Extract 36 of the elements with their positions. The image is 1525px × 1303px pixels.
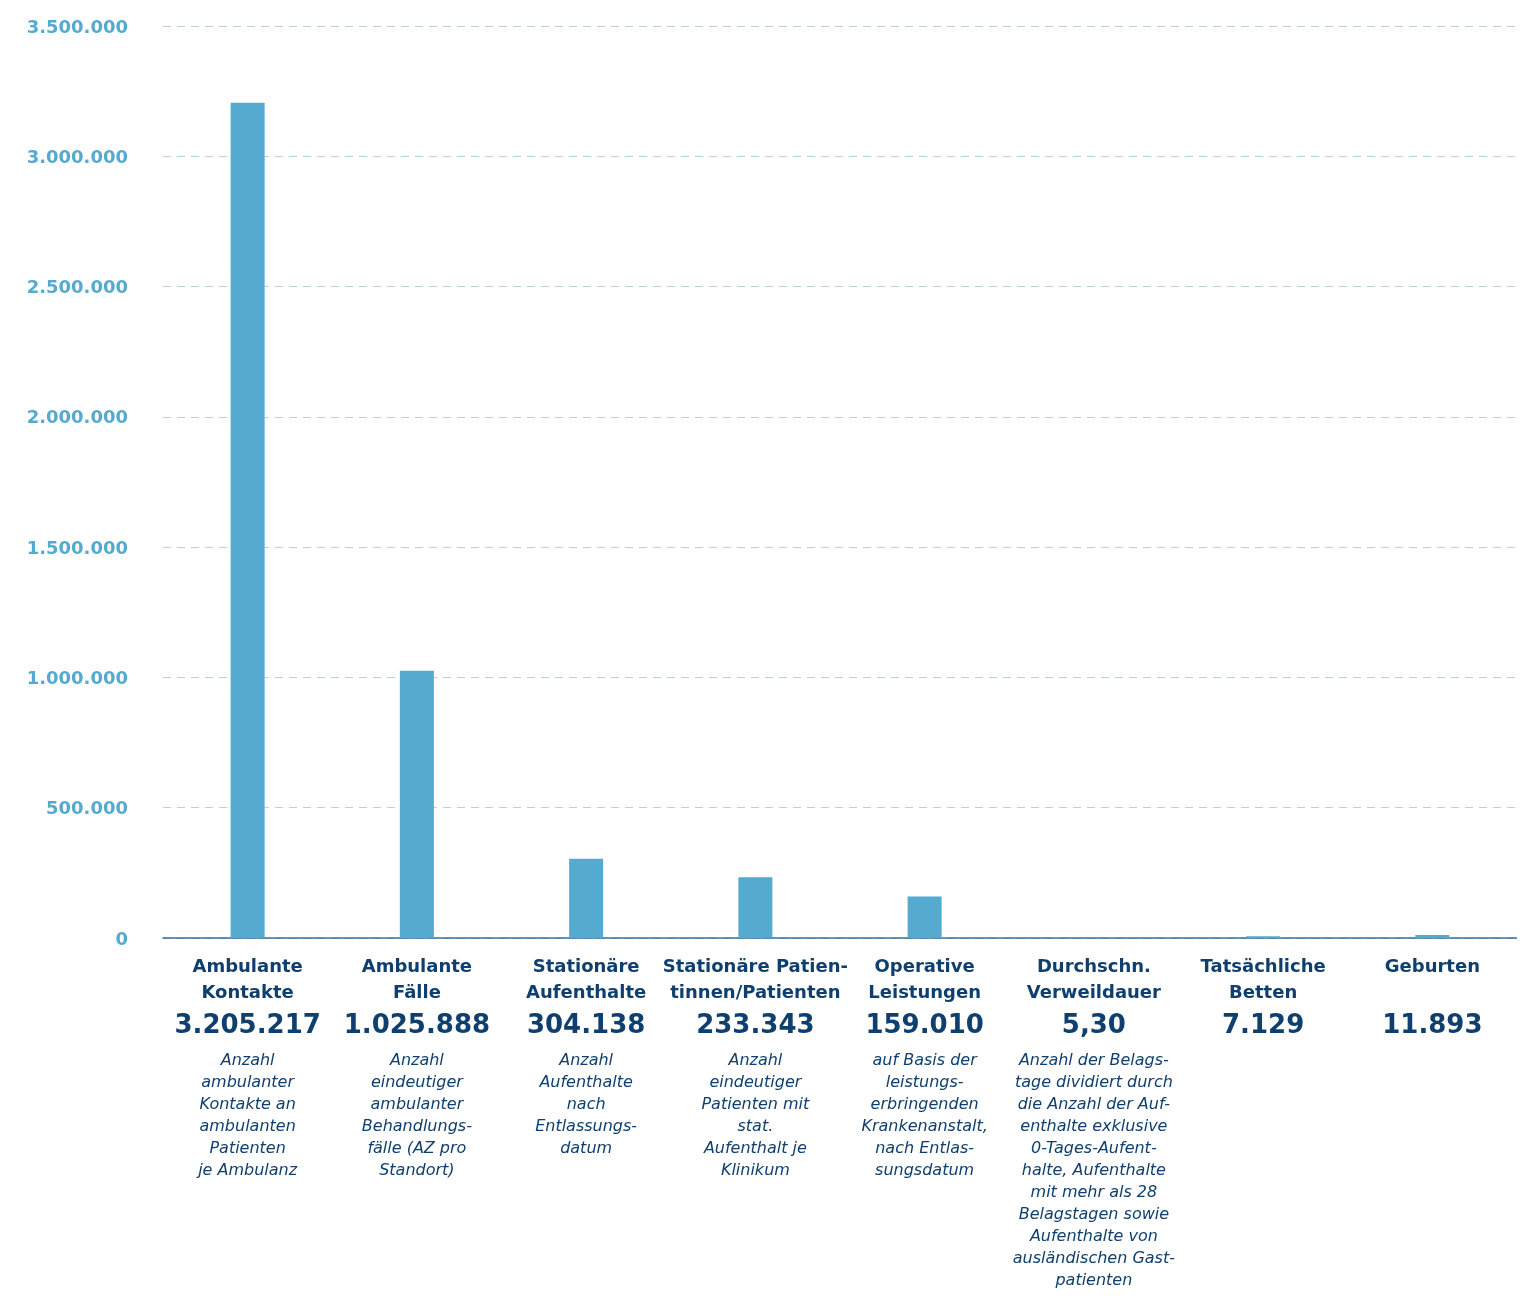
bar	[907, 896, 942, 938]
x-tick-label: Ambulante Kontakte	[192, 954, 303, 1002]
data-label: 159.010	[865, 1009, 984, 1039]
x-tick-label: Stationäre Patien- tinnen/Patienten	[662, 954, 849, 1002]
text: Anzahl eindeutiger ambulanter Behandlungs- fälle (AZ pro Standort)	[361, 1049, 473, 1179]
y-tick-label: 1.500.000	[26, 536, 128, 558]
text: Anzahl eindeutiger Patienten mit stat. Aufenthalt je Klinikum	[701, 1049, 810, 1179]
y-tick-label: 2.500.000	[26, 276, 128, 298]
data-label: 3.205.217	[174, 1009, 321, 1039]
data-label: 11.893	[1382, 1009, 1483, 1039]
x-tick-label: Ambulante Fälle	[361, 954, 473, 1002]
data-label: 304.138	[526, 1009, 646, 1039]
y-tick-label: 3.000.000	[26, 145, 128, 167]
y-tick-label: 2.000.000	[26, 406, 128, 428]
text: Anzahl ambulanter Kontakte an ambulanten Patienten je Ambulanz	[196, 1049, 298, 1179]
text: auf Basis der leistungs- erbringenden Krankenanstalt, nach Entlas- sungsdatum	[861, 1049, 988, 1179]
x-tick-label: Geburten	[1384, 954, 1480, 976]
bar	[569, 858, 604, 938]
text: Anzahl der Belags- tage dividiert durch die Anzahl der Auf- enthalte exklusive 0-Tages-Aufent- halte, Aufenthalte mit mehr als 28 Belagstagen sowie Aufenthalte von ausländischen Gast- patienten	[1012, 1049, 1175, 1289]
data-label: 1.025.888	[343, 1009, 491, 1039]
x-tick-label: Durchschn. Verweildauer	[1026, 954, 1162, 1002]
data-label: 7.129	[1222, 1009, 1305, 1039]
y-tick-label: 1.000.000	[26, 666, 128, 688]
y-tick-label: 3.500.000	[26, 15, 128, 37]
y-tick-label: 500.000	[46, 797, 128, 819]
bar	[230, 102, 265, 938]
data-label: 5,30	[1061, 1009, 1126, 1039]
x-tick-label: Tatsächliche Betten	[1200, 954, 1326, 1002]
x-tick-label: Operative Leistungen	[868, 954, 981, 1002]
text: Anzahl Aufenthalte nach Entlassungs- datum	[535, 1049, 638, 1157]
bar	[399, 670, 434, 938]
data-label: 233.343	[696, 1009, 815, 1039]
bar	[1415, 934, 1450, 938]
bar	[738, 877, 773, 938]
x-tick-label: Stationäre Aufenthalte	[526, 954, 647, 1002]
y-tick-label: 0	[115, 927, 128, 949]
